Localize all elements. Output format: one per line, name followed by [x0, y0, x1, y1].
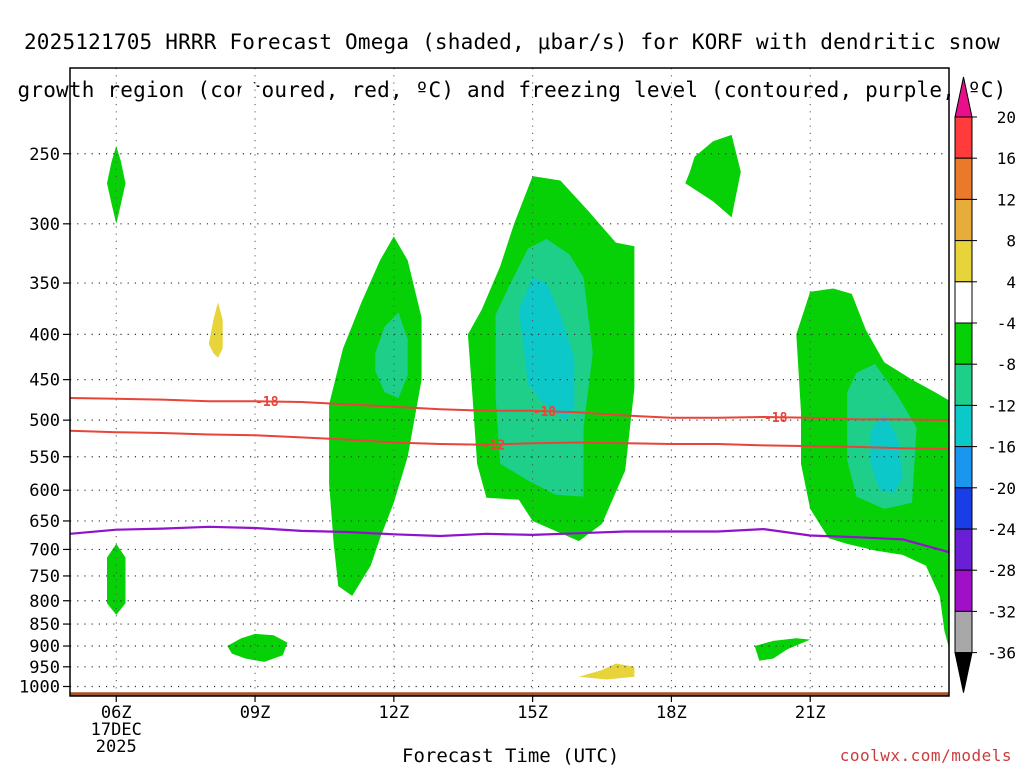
colorbar-swatch — [954, 610, 973, 654]
site-credit: coolwx.com/models — [839, 746, 1012, 765]
colorbar-swatch — [954, 198, 973, 242]
colorbar-label--28: -28 — [987, 561, 1016, 580]
colorbar-swatch — [954, 281, 973, 324]
region-yellow-19z — [666, 322, 764, 498]
region-green-19z-small — [685, 134, 741, 218]
colorbar-label--32: -32 — [987, 602, 1016, 621]
region-yellow-16z-low — [440, 607, 653, 687]
colorbar-swatch — [954, 446, 973, 489]
contour-lines: -18 -18 -18 -12 — [69, 395, 950, 554]
colorbar-label-8: 8 — [1006, 232, 1016, 251]
y-tick-label-250: 250 — [29, 145, 60, 165]
x-axis-label: Forecast Time (UTC) — [402, 745, 620, 767]
colorbar-swatch — [954, 528, 973, 571]
region-cyan-22z — [870, 412, 903, 494]
colorbar-swatch — [954, 322, 973, 365]
colorbar-label--24: -24 — [987, 520, 1016, 539]
colorbar-swatch — [954, 116, 973, 159]
region-teal-12z — [375, 312, 408, 398]
gridlines — [70, 68, 949, 696]
surface-band — [70, 692, 949, 696]
omega-shading — [107, 71, 949, 687]
contour-label--12: -12 — [482, 439, 505, 454]
x-tick-label-09Z: 09Z — [240, 703, 271, 723]
contour-label--18: -18 — [533, 405, 557, 420]
colorbar: 20 16 12 8 4 -4 -8 -12 -16 -20 -24 -28 -32 -36 — [954, 76, 1016, 693]
y-axis: 2503003504004505005506006507007508008509… — [19, 145, 70, 698]
region-green-20z-low — [754, 638, 811, 661]
region-yellow-22z-low — [851, 593, 889, 679]
x-tick-label-12Z: 12Z — [378, 703, 409, 723]
region-orange-08z-blob — [208, 302, 223, 358]
y-tick-label-300: 300 — [29, 215, 60, 235]
colorbar-swatch — [954, 487, 973, 530]
colorbar-top-arrow — [954, 76, 973, 118]
contour-label--18: -18 — [764, 411, 788, 426]
colorbar-label--8: -8 — [997, 355, 1016, 374]
colorbar-label--16: -16 — [987, 438, 1016, 457]
region-green-09z-low — [227, 633, 288, 662]
contour-dendritic--18C — [69, 397, 950, 422]
contour-freezing-level — [69, 525, 950, 554]
colorbar-swatch — [954, 404, 973, 448]
y-tick-label-450: 450 — [29, 371, 60, 391]
colorbar-swatch — [954, 157, 973, 200]
y-tick-label-350: 350 — [29, 274, 60, 294]
colorbar-label--20: -20 — [987, 479, 1016, 498]
x-tick-label-15Z: 15Z — [517, 703, 548, 723]
y-tick-label-900: 900 — [29, 637, 60, 657]
colorbar-label-20: 20 — [997, 108, 1016, 127]
colorbar-label-4: 4 — [1006, 273, 1016, 292]
region-green-12z-tower — [329, 236, 422, 596]
colorbar-label--12: -12 — [987, 396, 1016, 415]
plot-frame — [69, 67, 950, 697]
x-tick-label-21Z: 21Z — [795, 703, 826, 723]
y-tick-label-400: 400 — [29, 325, 60, 345]
y-tick-label-500: 500 — [29, 411, 60, 431]
x-tick-sublabel: 2025 — [96, 737, 137, 757]
y-tick-label-950: 950 — [29, 658, 60, 678]
x-tick-label-06Z: 06Z — [101, 703, 132, 723]
x-tick-label-18Z: 18Z — [656, 703, 687, 723]
region-orange-16z-low — [578, 663, 635, 680]
x-tick-sublabel: 17DEC — [91, 720, 142, 740]
contour-label--18: -18 — [255, 395, 279, 410]
y-tick-label-850: 850 — [29, 615, 60, 635]
colorbar-label--4: -4 — [997, 314, 1016, 333]
colorbar-swatch — [954, 240, 973, 283]
y-tick-label-700: 700 — [29, 540, 60, 560]
y-tick-label-600: 600 — [29, 481, 60, 501]
y-tick-label-550: 550 — [29, 448, 60, 468]
colorbar-label--36: -36 — [987, 644, 1016, 663]
colorbar-label-12: 12 — [997, 190, 1016, 209]
y-tick-label-1000: 1000 — [19, 678, 60, 698]
y-tick-label-800: 800 — [29, 592, 60, 612]
y-tick-label-650: 650 — [29, 512, 60, 532]
contour-dendritic--12C — [69, 429, 950, 450]
colorbar-swatch — [954, 363, 973, 406]
chart-title: 2025121705 HRRR Forecast Omega (shaded, … — [0, 6, 1024, 126]
colorbar-swatch — [954, 569, 973, 612]
title-line-1: 2025121705 HRRR Forecast Omega (shaded, … — [23, 30, 1001, 54]
region-green-06z-small — [107, 146, 126, 224]
y-tick-label-750: 750 — [29, 567, 60, 587]
colorbar-bottom-arrow — [954, 652, 973, 693]
region-yellow-09z-plume — [148, 71, 302, 436]
colorbar-label-16: 16 — [997, 149, 1016, 168]
